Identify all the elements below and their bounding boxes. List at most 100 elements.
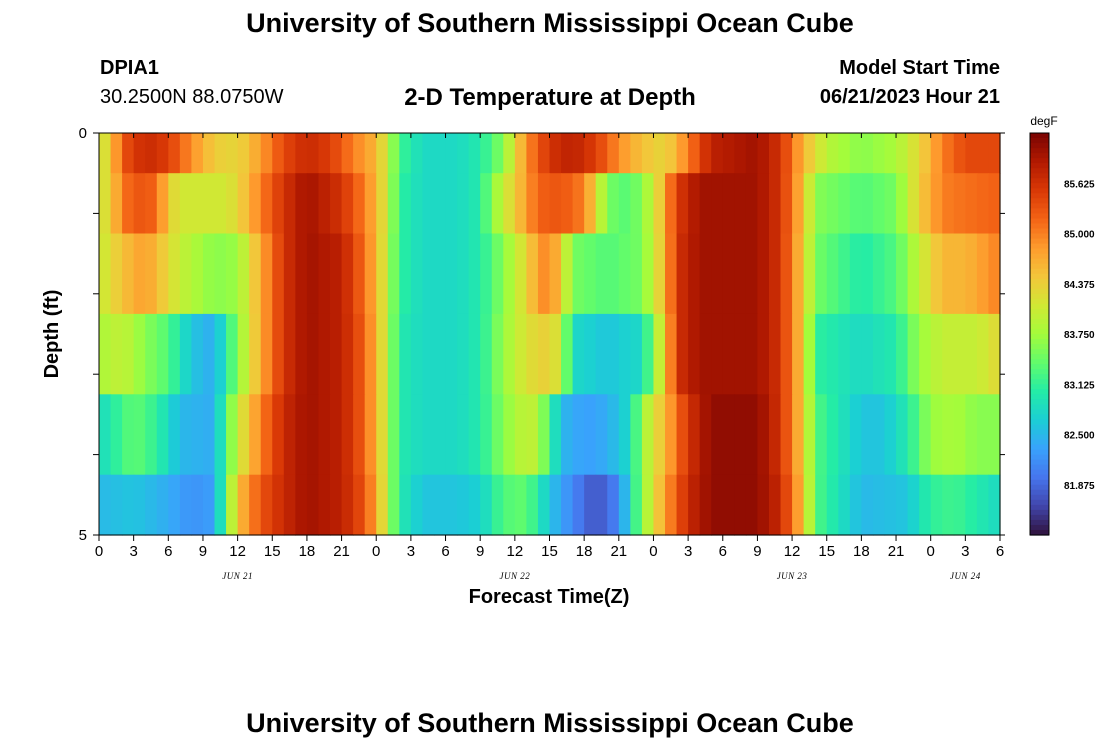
heatmap-cell	[745, 233, 759, 315]
heatmap-cell	[283, 173, 296, 235]
heatmap-cell	[514, 313, 527, 395]
heatmap-cell	[757, 474, 770, 536]
heatmap-cell	[376, 173, 389, 235]
date-label: JUN 21	[222, 571, 253, 581]
heatmap-cell	[711, 133, 724, 174]
heatmap-cell	[133, 313, 146, 395]
heatmap-cell	[341, 233, 354, 315]
heatmap-cell	[99, 474, 112, 536]
heatmap-cell	[549, 173, 562, 235]
heatmap-cell	[711, 394, 724, 476]
heatmap-cell	[249, 313, 262, 395]
heatmap-cell	[410, 233, 424, 315]
heatmap-cell	[376, 233, 389, 315]
heatmap-cell	[122, 233, 135, 315]
heatmap-cell	[722, 313, 735, 395]
y-tick-label: 5	[79, 527, 87, 544]
heatmap-cell	[376, 474, 389, 536]
heatmap-cell	[676, 394, 689, 476]
heatmap-cell	[410, 173, 424, 235]
heatmap-cell	[630, 233, 643, 315]
heatmap-cell	[872, 394, 886, 476]
heatmap-cell	[722, 233, 735, 315]
heatmap-cell	[653, 313, 666, 395]
heatmap-cell	[99, 394, 112, 476]
heatmap-cell	[226, 133, 239, 174]
heatmap-cell	[768, 474, 782, 536]
heatmap-cell	[480, 133, 493, 174]
heatmap-cell	[838, 474, 851, 536]
heatmap-cell	[110, 313, 123, 395]
colorbar-segment	[1030, 504, 1049, 511]
colorbar-segment	[1030, 409, 1049, 416]
heatmap-cell	[214, 394, 227, 476]
colorbar-segment	[1030, 529, 1049, 536]
heatmap-cell	[953, 133, 966, 174]
heatmap-cell	[330, 233, 343, 315]
heatmap-cell	[491, 394, 504, 476]
heatmap-cell	[942, 394, 955, 476]
heatmap-cell	[676, 133, 689, 174]
heatmap-cell	[607, 233, 620, 315]
heatmap-cell	[226, 173, 239, 235]
heatmap-cell	[665, 233, 678, 315]
heatmap-cell	[387, 133, 400, 174]
heatmap-cell	[896, 394, 909, 476]
colorbar-segment	[1030, 263, 1049, 270]
colorbar-segment	[1030, 328, 1049, 335]
heatmap-cell	[341, 394, 354, 476]
heatmap-cell	[422, 313, 435, 395]
colorbar-segment	[1030, 143, 1049, 149]
colorbar-segment	[1030, 384, 1049, 390]
colorbar-tick-label: 83.125	[1064, 380, 1095, 391]
heatmap-cell	[919, 173, 932, 235]
heatmap-cell	[826, 313, 839, 395]
heatmap-cell	[826, 474, 839, 536]
colorbar-segment	[1030, 524, 1049, 531]
heatmap-cell	[584, 233, 597, 315]
heatmap-cell	[826, 394, 839, 476]
heatmap-cell	[364, 233, 377, 315]
heatmap-cell	[549, 394, 562, 476]
heatmap-cell	[422, 233, 435, 315]
heatmap-cell	[249, 394, 262, 476]
heatmap-cell	[318, 394, 331, 476]
x-tick-label: 6	[996, 543, 1004, 560]
colorbar-tick-label: 82.500	[1064, 431, 1095, 442]
heatmap-cell	[745, 133, 759, 174]
heatmap-cell	[318, 173, 331, 235]
model-start-time: 06/21/2023 Hour 21	[819, 86, 1000, 108]
heatmap-cell	[445, 173, 458, 235]
colorbar-segment	[1030, 469, 1049, 476]
heatmap-cell	[965, 173, 978, 235]
heatmap-cell	[191, 133, 204, 174]
heatmap-cell	[514, 233, 527, 315]
colorbar-segment	[1030, 298, 1049, 305]
heatmap-cell	[815, 233, 828, 315]
heatmap-cell	[976, 394, 990, 476]
colorbar-segment	[1030, 243, 1049, 250]
colorbar-segment	[1030, 479, 1049, 486]
heatmap-cell	[422, 474, 435, 536]
colorbar-segment	[1030, 334, 1049, 340]
heatmap-cell	[202, 173, 216, 235]
heatmap-cell	[341, 133, 354, 174]
heatmap-cell	[457, 233, 470, 315]
heatmap-cell	[341, 173, 354, 235]
heatmap-cell	[422, 394, 435, 476]
heatmap-cell	[491, 233, 504, 315]
colorbar-segment	[1030, 494, 1049, 501]
heatmap-cell	[584, 313, 597, 395]
colorbar-segment	[1030, 198, 1049, 204]
colorbar-segment	[1030, 459, 1049, 466]
heatmap-cell	[237, 394, 250, 476]
heatmap-cell	[849, 474, 862, 536]
heatmap-cell	[976, 173, 990, 235]
heatmap-cell	[503, 133, 516, 174]
x-tick-label: 21	[610, 543, 627, 560]
heatmap-cell	[330, 133, 343, 174]
colorbar-segment	[1030, 434, 1049, 441]
heatmap-cell	[907, 474, 920, 536]
heatmap-cell	[745, 474, 759, 536]
heatmap-cell	[930, 313, 943, 395]
